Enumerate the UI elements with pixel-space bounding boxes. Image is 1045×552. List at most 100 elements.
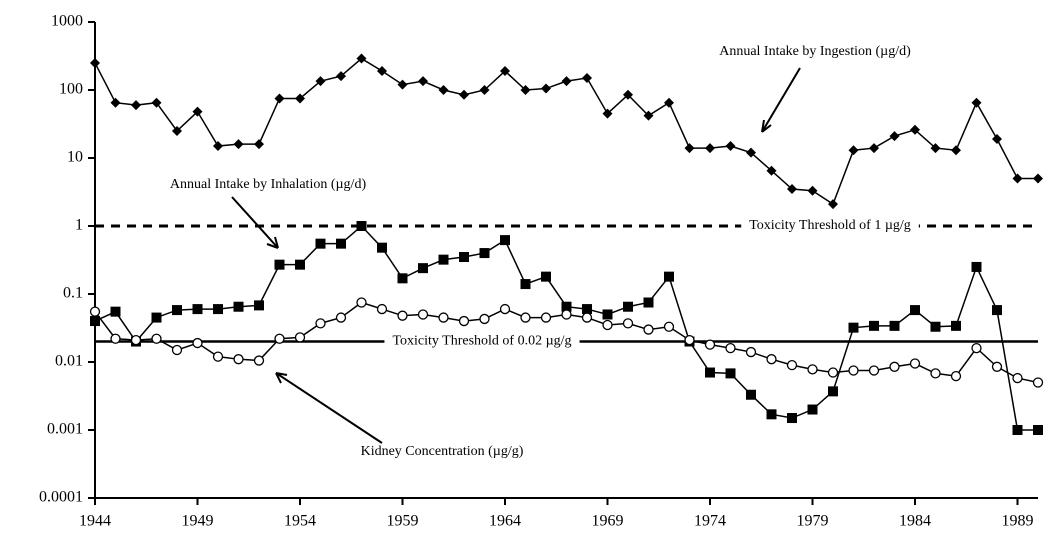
marker (253, 355, 265, 366)
marker (622, 318, 634, 329)
marker (356, 297, 367, 308)
marker (807, 404, 818, 415)
marker (233, 301, 244, 312)
marker (663, 321, 675, 332)
marker (499, 303, 511, 315)
marker (89, 306, 101, 317)
marker (623, 301, 633, 312)
marker (151, 97, 162, 108)
marker (930, 321, 941, 332)
marker (541, 271, 551, 282)
marker (766, 165, 777, 176)
marker (397, 310, 408, 321)
y-tick-label: 10 (67, 149, 83, 166)
marker (500, 66, 510, 77)
marker (520, 85, 531, 95)
marker (1012, 425, 1023, 435)
y-tick-label: 1 (75, 217, 83, 234)
marker (664, 271, 674, 282)
marker (336, 238, 346, 249)
marker (479, 85, 490, 95)
marker (438, 85, 449, 95)
marker (643, 324, 654, 335)
marker (294, 332, 306, 343)
marker (458, 315, 470, 327)
marker (295, 259, 305, 270)
marker (254, 139, 264, 150)
threshold-label: Toxicity Threshold of 0.02 µg/g (392, 334, 571, 349)
marker (971, 97, 982, 108)
marker (418, 76, 428, 87)
marker (274, 333, 285, 344)
marker (438, 254, 449, 265)
marker (930, 368, 941, 379)
marker (561, 301, 572, 312)
marker (172, 305, 182, 316)
marker (909, 358, 921, 369)
marker (746, 389, 756, 400)
series-annotation: Kidney Concentration (µg/g) (361, 444, 524, 459)
marker (910, 124, 920, 135)
marker (520, 279, 531, 290)
annotation-arrow (275, 372, 383, 444)
marker (438, 312, 449, 323)
marker (684, 334, 695, 346)
marker (766, 409, 777, 420)
marker (787, 413, 797, 424)
marker (1032, 377, 1044, 388)
series-annotation: Annual Intake by Ingestion (µg/d) (719, 44, 911, 59)
marker (664, 97, 674, 108)
y-tick-label: 100 (59, 81, 83, 98)
marker (192, 106, 203, 117)
marker (418, 263, 428, 274)
marker (602, 108, 613, 119)
x-tick-label: 1954 (284, 513, 316, 530)
marker (684, 143, 695, 154)
marker (807, 364, 818, 375)
marker (212, 351, 224, 362)
marker (745, 346, 757, 358)
marker (848, 322, 859, 333)
marker (110, 306, 121, 317)
marker (151, 312, 162, 323)
marker (397, 273, 408, 284)
marker (848, 145, 859, 156)
marker (868, 365, 880, 376)
y-tick-label: 1000 (51, 13, 83, 30)
marker (151, 333, 162, 344)
marker (991, 361, 1003, 372)
marker (602, 319, 613, 331)
marker (561, 309, 572, 320)
marker (725, 141, 736, 152)
marker (131, 100, 141, 111)
marker (254, 300, 264, 311)
marker (479, 313, 490, 325)
y-tick-label: 0.0001 (39, 489, 83, 506)
marker (889, 361, 900, 372)
marker (1012, 372, 1023, 384)
marker (602, 309, 613, 320)
marker (90, 316, 100, 327)
marker (274, 259, 285, 270)
marker (417, 309, 429, 320)
marker (171, 344, 183, 356)
marker (376, 303, 388, 315)
marker (356, 53, 367, 64)
marker (459, 89, 469, 100)
marker (192, 337, 203, 349)
marker (971, 342, 982, 354)
marker (192, 304, 203, 315)
marker (336, 71, 346, 82)
marker (110, 97, 121, 108)
marker (315, 238, 326, 249)
marker (725, 342, 736, 354)
x-tick-label: 1964 (489, 513, 521, 530)
marker (520, 312, 531, 323)
marker (930, 143, 941, 154)
marker (233, 354, 244, 365)
marker (827, 367, 839, 378)
marker (561, 76, 572, 87)
marker (992, 134, 1002, 145)
marker (172, 125, 182, 136)
